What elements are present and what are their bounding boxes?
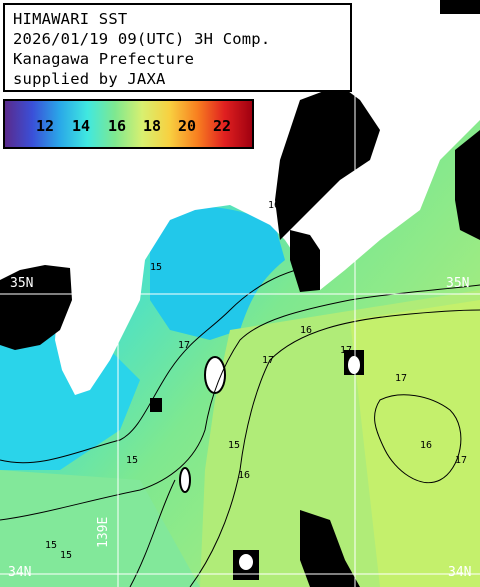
contour-label-15: 15 bbox=[60, 550, 73, 561]
colorbar-label-20: 20 bbox=[177, 117, 197, 135]
contour-label-15: 15 bbox=[150, 262, 163, 273]
contour-label-17: 17 bbox=[340, 345, 353, 356]
kuroshio-warm-water bbox=[350, 300, 480, 587]
contour-label-16: 16 bbox=[420, 440, 433, 451]
title-line-datetime: 2026/01/19 09(UTC) 3H Comp. bbox=[13, 30, 271, 48]
no-data-boso bbox=[455, 130, 480, 240]
colorbar-label-12: 12 bbox=[35, 117, 55, 135]
title-line-product: HIMAWARI SST bbox=[13, 10, 128, 28]
no-data-south bbox=[300, 510, 360, 587]
contour-label-17: 17 bbox=[395, 373, 408, 384]
island-oshima bbox=[348, 356, 360, 374]
southwest-water bbox=[0, 470, 200, 587]
isotherm-16-south bbox=[129, 479, 176, 587]
contour-label-15: 15 bbox=[45, 540, 58, 551]
isotherm-17 bbox=[189, 309, 480, 587]
bay-cool-water bbox=[150, 206, 285, 340]
colorbar-label-14: 14 bbox=[71, 117, 91, 135]
isotherm-15 bbox=[0, 264, 321, 464]
title-line-region: Kanagawa Prefecture bbox=[13, 50, 195, 68]
lat-label-34n-left: 34N bbox=[8, 565, 32, 580]
isotherm-17-eddy bbox=[374, 394, 462, 484]
contour-label-15: 15 bbox=[228, 440, 241, 451]
sst-colorbar: 12 14 16 18 20 22 bbox=[3, 99, 254, 149]
no-data-patch bbox=[150, 398, 162, 412]
no-data-west bbox=[0, 265, 72, 350]
contour-label-17: 17 bbox=[178, 340, 191, 351]
no-data-uraga bbox=[290, 230, 320, 292]
contour-label-16: 16 bbox=[268, 200, 281, 211]
land-area bbox=[0, 0, 480, 390]
contour-label-15: 15 bbox=[126, 455, 139, 466]
lon-label-139e: 139E bbox=[96, 516, 111, 548]
island-toshima bbox=[179, 467, 191, 493]
island-niijima bbox=[239, 554, 253, 570]
title-box: HIMAWARI SST 2026/01/19 09(UTC) 3H Comp.… bbox=[3, 3, 352, 92]
isotherm-16 bbox=[0, 284, 480, 521]
colorbar-label-22: 22 bbox=[212, 117, 232, 135]
colorbar-label-16: 16 bbox=[107, 117, 127, 135]
contour-label-16: 16 bbox=[238, 470, 251, 481]
contour-label-16: 16 bbox=[300, 325, 313, 336]
contour-label-17: 17 bbox=[262, 355, 275, 366]
title-line-credit: supplied by JAXA bbox=[13, 70, 166, 88]
island-hatsushima bbox=[204, 356, 226, 394]
colorbar-label-18: 18 bbox=[142, 117, 162, 135]
lat-label-35n-left: 35N bbox=[10, 276, 34, 291]
no-data-tokyo-bay bbox=[275, 85, 380, 240]
lat-label-35n-right: 35N bbox=[446, 276, 470, 291]
no-data-corner bbox=[440, 0, 480, 14]
lat-label-34n-right: 34N bbox=[448, 565, 472, 580]
contour-label-17: 17 bbox=[455, 455, 468, 466]
